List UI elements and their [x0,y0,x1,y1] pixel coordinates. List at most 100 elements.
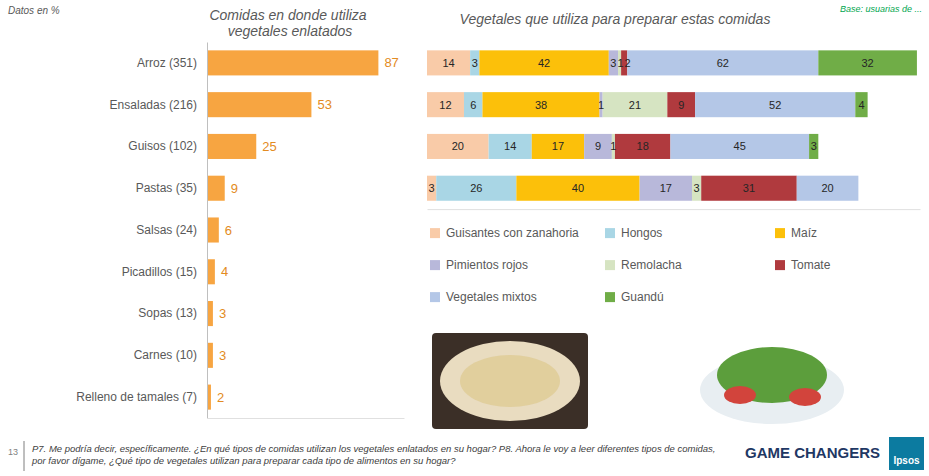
data-label: 21 [629,99,641,111]
data-label: 38 [535,99,547,111]
footnote: P7. Me podría decir, específicamente. ¿E… [31,443,718,466]
legend-label: Guandú [621,290,664,304]
data-label: 9 [678,99,684,111]
base: Base: usuarias de ... [840,4,922,14]
note: Datos en % [8,5,60,16]
bar-segment [427,176,436,201]
photo-food [440,341,580,421]
photo-food [724,386,756,404]
bar-segment [584,134,612,159]
bar-segment [427,134,489,159]
text-line: Vegetales que utiliza para preparar esta… [460,11,771,27]
data-label: 6 [225,223,232,238]
legend-item: Tomate [775,258,831,272]
data-label: 9 [231,181,238,196]
data-label: 1 [617,57,623,69]
legend-label: Vegetales mixtos [446,290,537,304]
legend-item: Hongos [605,226,662,240]
photo-frame [693,333,851,429]
page-number: 13 [8,447,18,457]
data-label: 40 [572,182,584,194]
bar-segment [670,134,809,159]
legend-item: Pimientos rojos [430,258,528,272]
text-line: por favor dígame, ¿Qué tipo de vegetales… [31,455,456,466]
data-label: 17 [552,140,564,152]
tick: Pastas (35) [136,181,197,195]
legend-label: Guisantes con zanahoria [446,226,579,240]
footer-rule [24,441,25,471]
data-label: 3 [219,306,226,321]
bar-segment [615,134,670,159]
y-axis: Arroz (351)Ensaladas (216)Guisos (102)Pa… [76,43,207,419]
data-label: 31 [743,182,755,194]
tick-label: Pastas (35) [136,181,197,195]
tick: Carnes (10) [134,348,197,362]
data-label: 4 [858,99,864,111]
data-label: 87 [384,55,398,70]
bar [207,92,311,117]
legend-label: Maíz [791,226,817,240]
axis-line [428,209,921,210]
data-label: 20 [452,140,464,152]
photo-food [789,388,821,406]
legend-swatch [775,228,785,238]
data-label: 3 [219,348,226,363]
bar-segment [797,176,859,201]
data-label: 3 [811,140,817,152]
data-label: 14 [504,140,516,152]
bar-segment [818,50,917,75]
tick-label: Picadillos (15) [122,265,197,279]
bar-segment [627,50,818,75]
data-label: 3 [694,182,700,194]
photo [432,333,588,429]
tick: Relleno de tamales (7) [76,390,197,404]
legend-item: Guandú [605,290,664,304]
data-label: 62 [717,57,729,69]
logo-box [889,437,924,470]
data-labels: 875325964332 [217,55,399,404]
bar-segment [809,134,818,159]
bar-segment [695,92,855,117]
tick: Guisos (102) [128,139,197,153]
tick: Picadillos (15) [122,265,197,279]
legend-swatch [430,228,440,238]
tick-label: Relleno de tamales (7) [76,390,197,404]
bar [207,176,225,201]
data-label: 9 [595,140,601,152]
bar-segment [436,176,516,201]
photo-frame [432,333,588,429]
bar-segment [464,92,482,117]
bar-segment [427,92,464,117]
tick-label: Salsas (24) [136,223,197,237]
bar-segment [701,176,797,201]
legend-label: Pimientos rojos [446,258,528,272]
data-labels: 1434231262321263812195242014179118453326… [429,57,874,194]
photo-food [460,355,560,407]
bar-segment [489,134,532,159]
data-label: 2 [217,390,224,405]
bar [207,259,215,284]
data-label: 4 [221,264,228,279]
bar-segment [855,92,867,117]
tick-label: Ensaladas (216) [110,98,197,112]
legend-item: Maíz [775,226,817,240]
legend-item: Guisantes con zanahoria [430,226,579,240]
data-label: 25 [262,139,276,154]
tick-label: Carnes (10) [134,348,197,362]
data-label: 1 [598,99,604,111]
data-label: 32 [861,57,873,69]
tick-label: Sopas (13) [138,306,197,320]
data-label: 1 [610,140,616,152]
legend: Guisantes con zanahoria Hongos Maíz Pimient… [430,226,831,304]
data-label: 45 [734,140,746,152]
bar-segment [479,50,608,75]
text-line: vegetales enlatados [228,23,353,39]
data-label: 3 [610,57,616,69]
bar-segment [532,134,584,159]
bar-segment [470,50,479,75]
x-axis [208,418,405,419]
x-axis [428,209,921,210]
bar-segment [482,92,599,117]
axis-line [208,418,405,419]
bar [207,217,219,242]
